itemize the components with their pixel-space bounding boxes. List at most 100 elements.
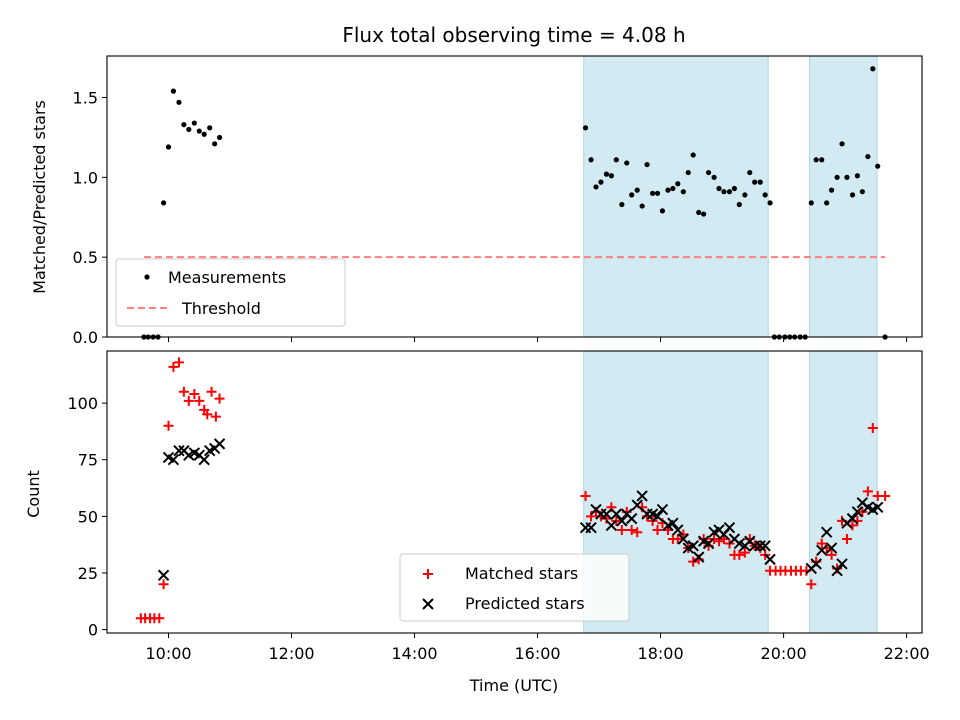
- measurement-point: [181, 122, 187, 128]
- matched-point: [688, 556, 699, 567]
- measurement-point: [201, 131, 207, 137]
- measurement-point: [870, 66, 876, 72]
- matched-point: [606, 502, 617, 513]
- predicted-point: [631, 499, 643, 511]
- measurement-point: [849, 192, 856, 198]
- predicted-point: [616, 515, 628, 527]
- y-tick-label: 50: [78, 507, 98, 526]
- matched-point: [210, 411, 221, 422]
- legend-measurements-marker: [144, 274, 150, 280]
- matched-point: [806, 579, 817, 590]
- y-tick-label: 1.5: [73, 89, 98, 108]
- predicted-point: [687, 540, 699, 552]
- predicted-point: [872, 501, 884, 513]
- measurement-point: [603, 171, 610, 177]
- measurement-point: [212, 141, 218, 147]
- matched-point: [867, 423, 878, 434]
- matched-point: [154, 613, 165, 624]
- measurement-point: [582, 125, 589, 131]
- predicted-point: [723, 521, 736, 534]
- x-tick-label: 14:00: [391, 644, 437, 663]
- matched-point: [168, 361, 179, 372]
- ratio-panel: 0.0 0.5 1.0 1.5 Measurements Threshold: [73, 55, 923, 347]
- matched-point: [709, 534, 720, 544]
- measurement-point: [670, 185, 676, 192]
- measurement-point: [854, 173, 861, 179]
- matched-point: [672, 534, 683, 544]
- measurement-point: [701, 211, 707, 217]
- measurement-point: [716, 185, 722, 192]
- measurement-point: [705, 169, 712, 176]
- legend-predicted-marker: [422, 598, 434, 610]
- shaded-span: [583, 55, 769, 338]
- matched-point: [880, 490, 891, 501]
- measurement-point: [859, 189, 865, 195]
- matched-point: [841, 534, 852, 544]
- x-tick-label: 12:00: [268, 644, 314, 663]
- x-tick-label: 20:00: [761, 644, 807, 663]
- predicted-point: [198, 454, 210, 466]
- predicted-point: [600, 508, 613, 520]
- measurement-point: [690, 152, 696, 158]
- measurement-point: [685, 169, 691, 176]
- y-tick-label: 100: [67, 394, 98, 413]
- measurement-point: [665, 187, 671, 193]
- predicted-point: [820, 526, 833, 538]
- top-y-axis-label: Matched/Predicted stars: [30, 100, 49, 294]
- measurement-point: [649, 190, 656, 196]
- predicted-point: [585, 521, 597, 534]
- measurement-point: [207, 125, 213, 131]
- measurement-point: [721, 189, 727, 195]
- matched-point: [632, 527, 643, 538]
- predicted-point: [213, 438, 226, 450]
- bottom-y-axis-label: Count: [24, 470, 43, 518]
- y-tick-label: 0.5: [73, 248, 98, 267]
- predicted-point: [846, 512, 859, 525]
- measurement-point: [742, 192, 748, 198]
- measurement-point: [619, 201, 625, 208]
- measurement-point: [726, 189, 733, 195]
- measurement-point: [659, 208, 666, 214]
- shaded-span: [808, 55, 878, 338]
- x-tick-label: 22:00: [884, 644, 930, 663]
- measurement-point: [216, 134, 223, 141]
- measurement-point: [736, 201, 742, 208]
- measurement-point: [696, 209, 702, 216]
- predicted-point: [625, 512, 638, 525]
- matched-point: [616, 524, 627, 535]
- matched-point: [586, 511, 597, 522]
- legend-matched-marker: [423, 569, 433, 579]
- measurement-point: [598, 179, 604, 185]
- matched-point: [816, 538, 827, 549]
- matched-point: [163, 420, 174, 431]
- measurement-point: [824, 200, 830, 206]
- legend-predicted-label: Predicted stars: [465, 594, 585, 613]
- measurement-point: [613, 157, 619, 163]
- measurement-point: [762, 192, 768, 198]
- legend-measurements-label: Measurements: [168, 268, 286, 287]
- predicted-point: [167, 454, 180, 466]
- predicted-point: [157, 569, 170, 581]
- matched-point: [862, 486, 873, 497]
- measurement-point: [844, 174, 850, 180]
- measurement-point: [819, 157, 825, 163]
- matched-point: [194, 395, 205, 406]
- measurement-point: [839, 141, 845, 147]
- measurement-point: [165, 144, 172, 150]
- matched-point: [652, 524, 663, 535]
- predicted-point: [816, 544, 828, 557]
- measurement-point: [767, 200, 773, 206]
- measurement-point: [828, 187, 835, 193]
- y-tick-label: 1.0: [73, 168, 98, 187]
- predicted-point: [677, 533, 690, 545]
- measurement-point: [680, 189, 686, 195]
- predicted-point: [825, 542, 838, 554]
- predicted-point: [759, 540, 771, 552]
- predicted-point: [656, 503, 669, 516]
- y-tick-label: 0: [88, 621, 98, 640]
- matched-point: [734, 549, 745, 560]
- legend-matched-label: Matched stars: [465, 564, 578, 583]
- predicted-point: [702, 537, 715, 550]
- legend-box: [115, 258, 346, 327]
